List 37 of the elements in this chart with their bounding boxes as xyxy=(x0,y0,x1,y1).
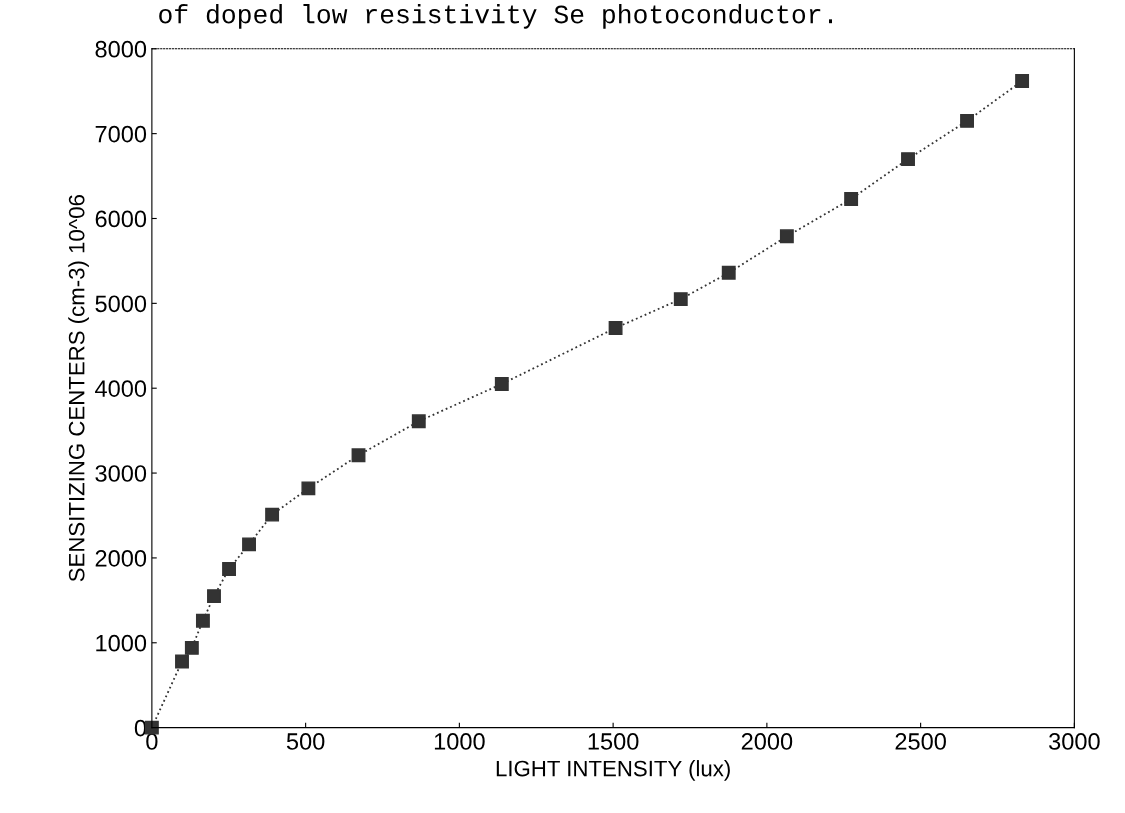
y-tick-label: 3000 xyxy=(95,465,147,482)
point xyxy=(1015,74,1030,88)
x-axis-title: LIGHT INTENSITY (lux) xyxy=(496,760,730,781)
y-tick-label: 1000 xyxy=(96,634,147,652)
y-tick-label: 2000 xyxy=(95,549,147,567)
x-tick-label: 2500 xyxy=(895,733,946,750)
point xyxy=(844,192,859,206)
x-tick-label: 1000 xyxy=(434,733,485,750)
y-tick-label: 5000 xyxy=(95,295,147,313)
chart-title: of doped low resistivity Se photoconductor. xyxy=(159,4,833,29)
point xyxy=(195,613,210,628)
point xyxy=(494,377,509,391)
point xyxy=(222,562,237,576)
point xyxy=(960,113,975,128)
point xyxy=(175,654,189,669)
point xyxy=(901,152,915,167)
point xyxy=(411,414,426,429)
x-tick-label: 0 xyxy=(146,733,158,750)
y-tick-label: 7000 xyxy=(95,125,147,143)
y-tick-label: 4000 xyxy=(95,380,147,397)
point xyxy=(184,640,199,655)
point xyxy=(265,507,280,522)
point xyxy=(301,481,316,496)
point xyxy=(673,292,688,307)
x-tick-label: 2000 xyxy=(741,733,793,750)
point xyxy=(779,229,794,244)
point xyxy=(608,321,623,335)
y-tick-label: 6000 xyxy=(95,210,147,228)
point xyxy=(207,589,221,604)
point xyxy=(721,265,736,280)
x-tick-label: 1500 xyxy=(588,733,639,750)
y-tick-label: 8000 xyxy=(95,40,147,58)
x-tick-label: 3000 xyxy=(1049,733,1100,750)
x-tick-label: 500 xyxy=(286,733,325,750)
y-axis-title: SENSITIZING CENTERS (cm-3) 10^06 xyxy=(68,195,89,582)
point xyxy=(351,448,366,463)
point xyxy=(242,537,256,552)
